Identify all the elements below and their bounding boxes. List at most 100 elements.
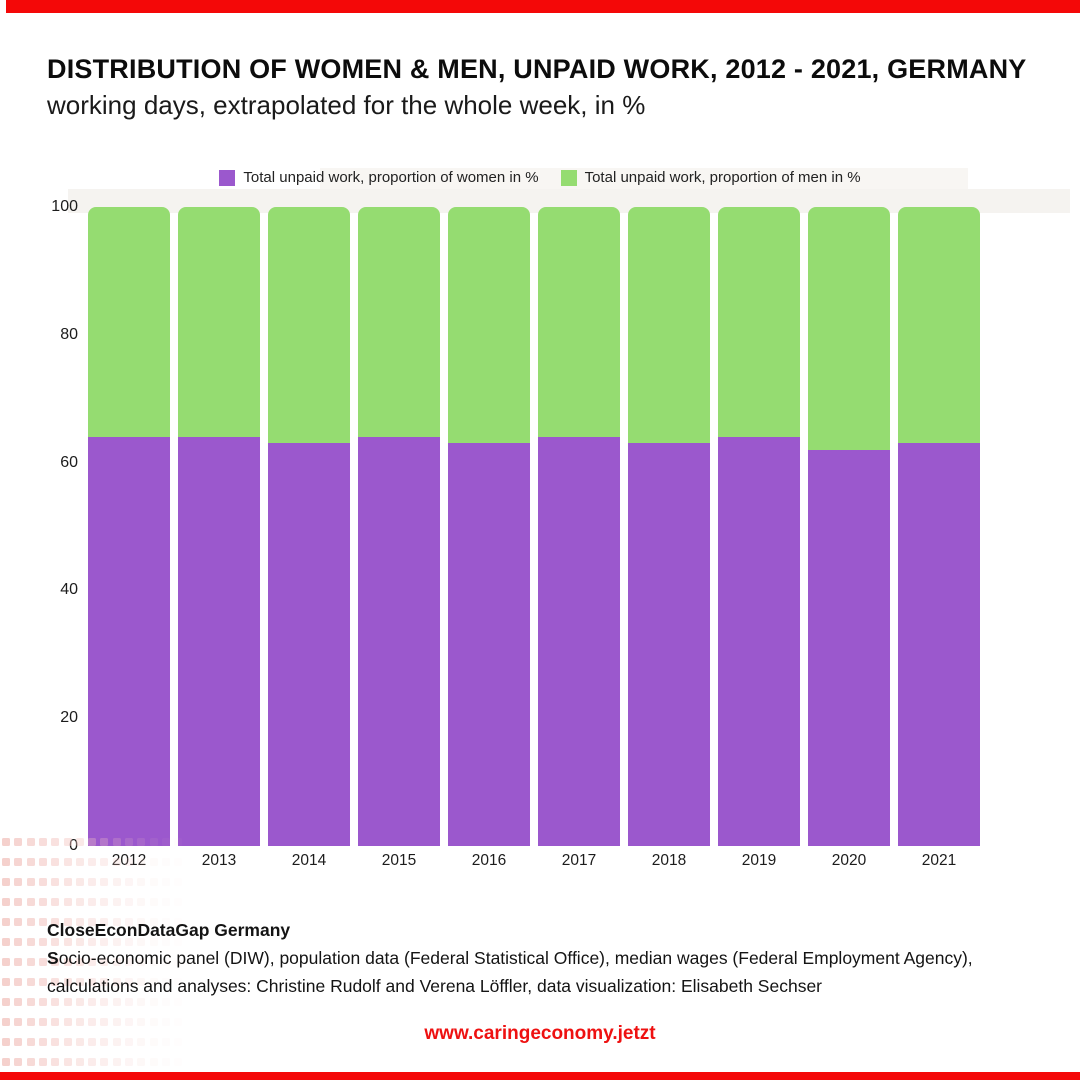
- decorative-dot: [149, 898, 158, 906]
- decorative-dot: [14, 1058, 23, 1066]
- decorative-dot: [137, 1018, 146, 1026]
- bar-segment-men-2012: [88, 207, 170, 438]
- decorative-dot: [63, 838, 72, 846]
- decorative-dot: [125, 958, 133, 966]
- top-accent-bar: [6, 0, 1080, 13]
- decorative-dot: [149, 998, 158, 1006]
- decorative-dot: [161, 838, 170, 846]
- bar-segment-women-2018: [628, 443, 710, 846]
- decorative-dot: [137, 858, 146, 866]
- decorative-dot: [2, 998, 10, 1006]
- decorative-dot: [2, 858, 10, 866]
- bar-2012: [88, 207, 170, 846]
- decorative-dot: [14, 898, 23, 906]
- decorative-dot: [137, 878, 146, 886]
- bar-2021: [898, 207, 980, 846]
- decorative-dot: [26, 938, 35, 946]
- decorative-dot: [100, 1018, 109, 1026]
- bar-2013: [178, 207, 260, 846]
- decorative-dot: [75, 1058, 84, 1066]
- website-link[interactable]: www.caringeconomy.jetzt: [424, 1023, 656, 1044]
- y-tick-label-40: 40: [60, 581, 78, 599]
- decorative-dot: [75, 898, 84, 906]
- legend-label-men: Total unpaid work, proportion of men in …: [584, 169, 861, 186]
- x-tick-label-2019: 2019: [741, 852, 777, 869]
- bar-segment-men-2016: [448, 207, 530, 444]
- decorative-dot: [51, 978, 60, 986]
- bar-segment-men-2015: [358, 207, 440, 438]
- decorative-dot: [51, 938, 60, 946]
- decorative-dot: [75, 1018, 84, 1026]
- decorative-dot: [100, 878, 109, 886]
- decorative-dot: [2, 838, 10, 846]
- decorative-dot: [63, 898, 72, 906]
- decorative-dot: [112, 958, 121, 966]
- decorative-dot: [26, 1038, 35, 1046]
- decorative-dot: [26, 918, 35, 926]
- decorative-dot: [38, 878, 47, 886]
- decorative-dot: [88, 1018, 97, 1026]
- decorative-dot: [26, 998, 35, 1006]
- bar-segment-men-2013: [178, 207, 260, 438]
- decorative-dot: [125, 938, 133, 946]
- bar-2015: [358, 207, 440, 846]
- legend-label-women: Total unpaid work, proportion of women i…: [243, 169, 539, 186]
- decorative-dot: [38, 978, 47, 986]
- decorative-dot: [125, 1038, 133, 1046]
- decorative-dot: [174, 958, 183, 966]
- bar-segment-men-2020: [808, 207, 890, 450]
- x-tick-label-2012: 2012: [111, 852, 147, 869]
- decorative-dot: [137, 1058, 146, 1066]
- x-tick-label-2013: 2013: [201, 852, 237, 869]
- x-tick-label-2014: 2014: [291, 852, 327, 869]
- decorative-dot: [137, 898, 146, 906]
- decorative-dot: [112, 978, 121, 986]
- decorative-dot: [100, 898, 109, 906]
- decorative-dot: [26, 978, 35, 986]
- bar-2017: [538, 207, 620, 846]
- decorative-dot: [125, 918, 133, 926]
- decorative-dot: [2, 1038, 10, 1046]
- y-tick-label-100: 100: [51, 198, 78, 215]
- decorative-dot: [112, 858, 121, 866]
- decorative-dot: [38, 938, 47, 946]
- decorative-dot: [88, 958, 97, 966]
- decorative-dot: [125, 978, 133, 986]
- decorative-dot: [161, 878, 170, 886]
- decorative-dot: [137, 978, 146, 986]
- bar-segment-women-2012: [88, 437, 170, 846]
- decorative-dot: [149, 938, 158, 946]
- x-tick-label-2016: 2016: [471, 852, 507, 869]
- decorative-dot: [100, 918, 109, 926]
- decorative-dot: [75, 938, 84, 946]
- decorative-dot: [112, 838, 121, 846]
- decorative-dot: [63, 938, 72, 946]
- decorative-dot: [112, 1038, 121, 1046]
- decorative-dot: [149, 918, 158, 926]
- decorative-dot: [149, 1038, 158, 1046]
- decorative-dot: [38, 1038, 47, 1046]
- decorative-dot: [125, 858, 133, 866]
- decorative-dot: [51, 918, 60, 926]
- bar-2019: [718, 207, 800, 846]
- bar-segment-women-2015: [358, 437, 440, 846]
- footer-source-line: Socio-economic panel (DIW), population d…: [47, 944, 1037, 972]
- bar-segment-women-2017: [538, 437, 620, 846]
- decorative-dot: [100, 978, 109, 986]
- decorative-dot: [125, 1058, 133, 1066]
- decorative-dot: [112, 1018, 121, 1026]
- decorative-dot: [125, 878, 133, 886]
- decorative-dot: [125, 998, 133, 1006]
- bar-segment-women-2021: [898, 443, 980, 846]
- decorative-dot: [100, 1038, 109, 1046]
- bar-2016: [448, 207, 530, 846]
- decorative-dot: [137, 998, 146, 1006]
- decorative-dot: [88, 838, 97, 846]
- decorative-dot: [26, 1058, 35, 1066]
- decorative-dot: [112, 938, 121, 946]
- decorative-dot: [75, 878, 84, 886]
- bar-segment-women-2019: [718, 437, 800, 846]
- decorative-dot: [174, 878, 183, 886]
- decorative-dot: [161, 938, 170, 946]
- decorative-dot: [100, 998, 109, 1006]
